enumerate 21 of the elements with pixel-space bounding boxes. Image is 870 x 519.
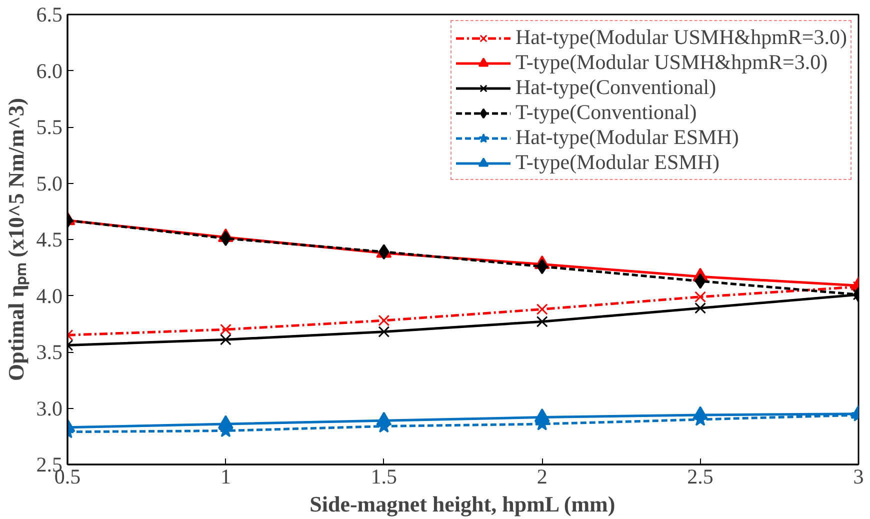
legend-label: T-type(Modular USMH&hpmR=3.0) [516, 50, 828, 75]
x-axis-title: Side-magnet height, hpmL (mm) [310, 492, 616, 516]
y-tick-label: 3.0 [36, 396, 62, 420]
x-tick-label: 2.5 [687, 464, 714, 488]
y-axis-title: Optimal ηₚₘ (x10^5 Nm/m^3) [3, 98, 30, 382]
legend-label: T-type(Conventional) [516, 100, 697, 125]
y-tick-label: 6.0 [36, 58, 62, 83]
x-tick-label: 1.5 [370, 464, 398, 488]
y-tick-label: 4.0 [36, 284, 62, 308]
legend-label: Hat-type(Modular USMH&hpmR=3.0) [516, 25, 847, 50]
y-tick-label: 3.5 [36, 340, 62, 364]
y-tick-label: 6.5 [36, 2, 62, 26]
y-tick-label: 5.5 [36, 115, 62, 139]
y-tick-label: 4.5 [36, 228, 62, 252]
x-tick-label: 1 [220, 464, 231, 488]
x-tick-label: 2 [536, 464, 548, 488]
y-tick-label: 5.0 [36, 171, 62, 196]
legend-label: Hat-type(Conventional) [516, 75, 716, 100]
legend-label: Hat-type(Modular ESMH) [516, 125, 739, 150]
legend-label: T-type(Modular ESMH) [516, 150, 720, 175]
x-tick-label: 3 [853, 464, 864, 488]
